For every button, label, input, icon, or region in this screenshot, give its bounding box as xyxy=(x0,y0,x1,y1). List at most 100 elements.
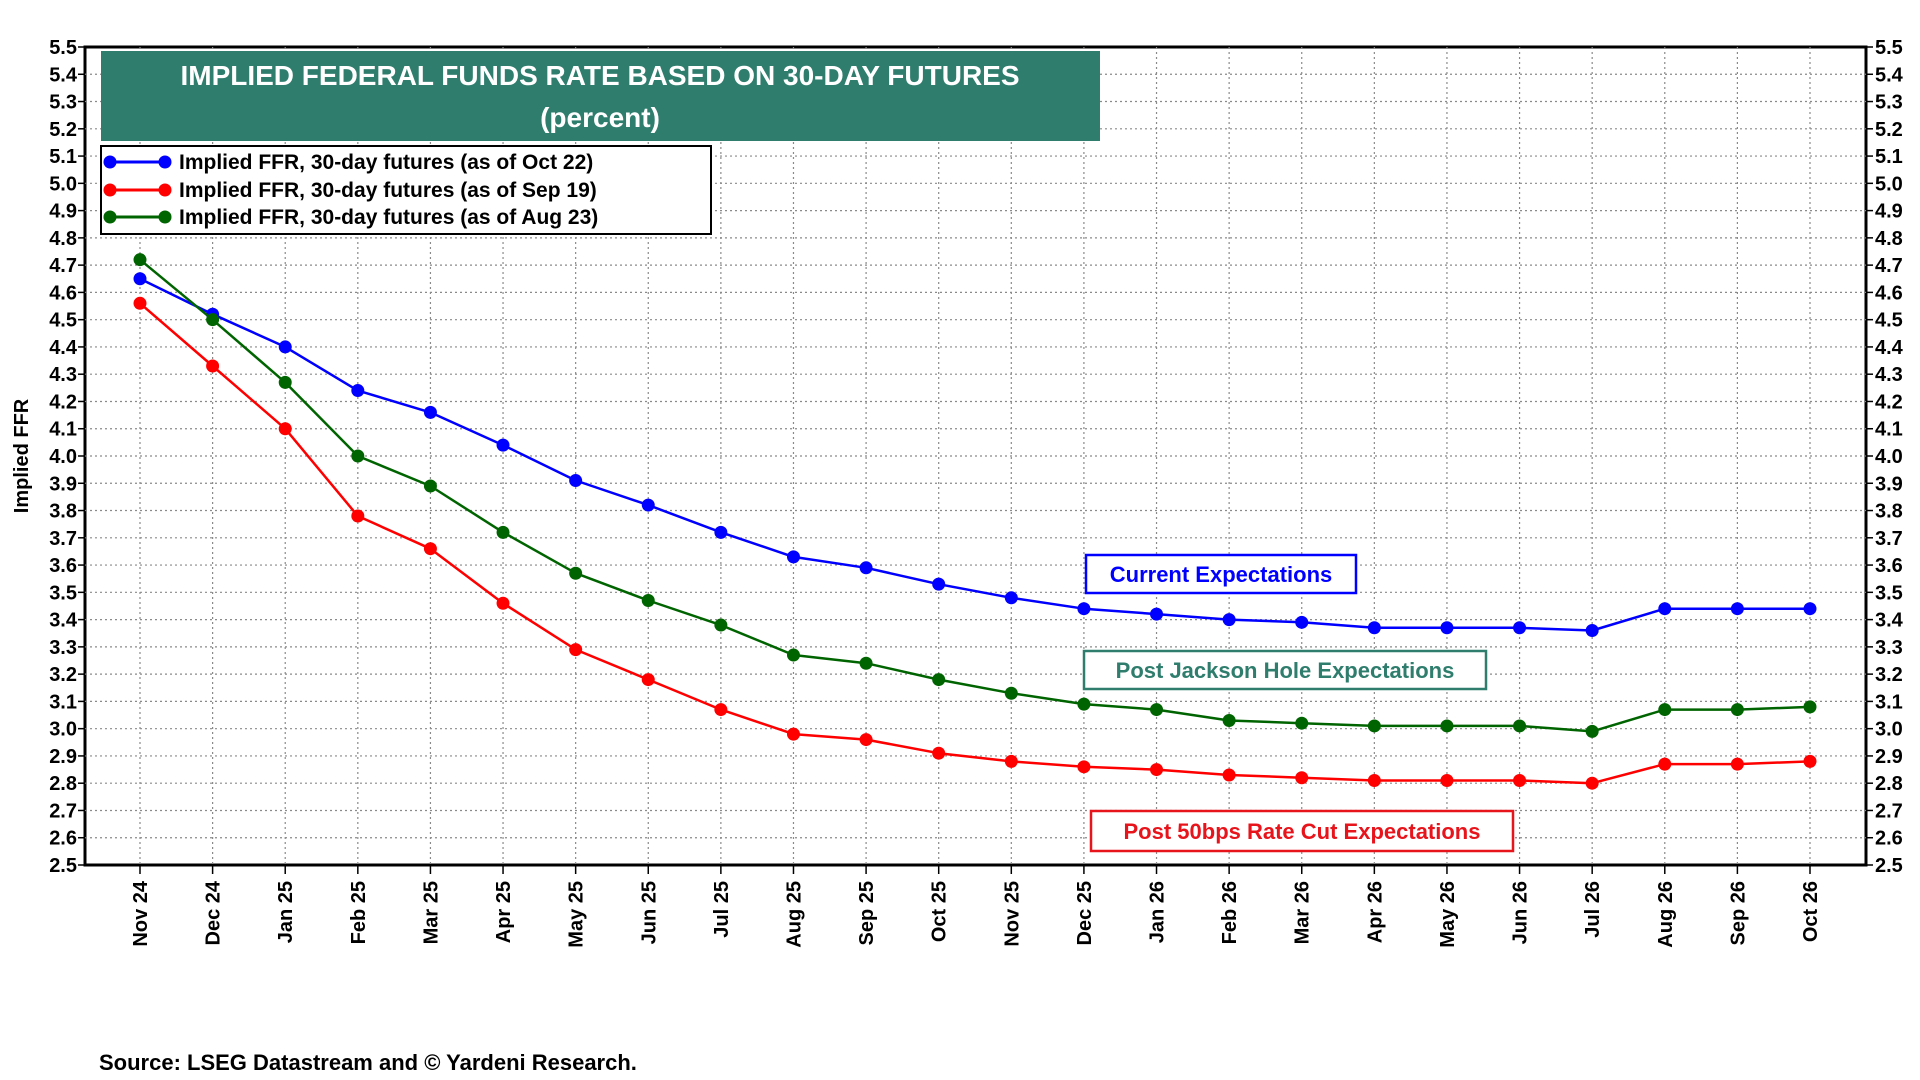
y-tick-label: 2.6 xyxy=(1875,828,1903,850)
annotation-current: Current Expectations xyxy=(1084,553,1358,595)
data-point xyxy=(1585,776,1599,790)
y-tick-label: 4.4 xyxy=(1875,337,1904,359)
y-tick-label: 5.1 xyxy=(1875,146,1903,168)
y-tick-label: 5.2 xyxy=(49,119,77,141)
x-tick-label: Apr 26 xyxy=(1364,881,1386,943)
y-tick-label: 4.9 xyxy=(49,201,77,223)
chart-title: IMPLIED FEDERAL FUNDS RATE BASED ON 30-D… xyxy=(180,60,1019,91)
data-point xyxy=(1077,697,1091,711)
data-point xyxy=(496,596,510,610)
x-tick-label: Jan 25 xyxy=(275,881,297,943)
x-tick-label: Oct 25 xyxy=(929,881,951,942)
data-point xyxy=(351,384,365,398)
data-point xyxy=(569,474,583,488)
data-point xyxy=(1295,716,1309,730)
y-tick-label: 4.2 xyxy=(49,391,77,413)
data-point xyxy=(1513,773,1527,787)
x-tick-label: Aug 26 xyxy=(1655,881,1677,948)
data-point xyxy=(206,359,220,373)
annotation-rate-cut-text: Post 50bps Rate Cut Expectations xyxy=(1124,819,1481,844)
data-point xyxy=(1440,621,1454,635)
data-point xyxy=(1150,763,1164,777)
data-point xyxy=(351,449,365,463)
y-tick-label: 3.5 xyxy=(49,582,77,604)
x-tick-label: Nov 24 xyxy=(130,880,152,946)
y-tick-label: 2.7 xyxy=(1875,800,1903,822)
data-point xyxy=(351,509,365,523)
data-point xyxy=(1367,773,1381,787)
data-point xyxy=(714,525,728,539)
data-point xyxy=(1658,602,1672,616)
data-point xyxy=(1513,719,1527,733)
data-point xyxy=(1295,771,1309,785)
y-tick-label: 4.9 xyxy=(1875,201,1903,223)
data-point xyxy=(1730,757,1744,771)
y-tick-label: 3.7 xyxy=(1875,528,1903,550)
data-point xyxy=(1730,703,1744,717)
data-point xyxy=(278,340,292,354)
data-point xyxy=(1585,624,1599,638)
series-line xyxy=(139,277,1810,632)
y-tick-label: 4.5 xyxy=(1875,310,1903,332)
data-point xyxy=(1150,607,1164,621)
x-axis: Nov 24 Dec 24 Jan 25 Feb 25 Mar 25 Apr 25 May … xyxy=(130,865,1822,948)
data-point xyxy=(932,577,946,591)
annotation-rate-cut: Post 50bps Rate Cut Expectations xyxy=(1089,809,1515,853)
series-line xyxy=(139,302,1811,785)
y-tick-label: 3.4 xyxy=(1875,610,1904,632)
legend-item: Implied FFR, 30-day futures (as of Oct 2… xyxy=(103,151,593,174)
y-tick-label: 4.8 xyxy=(49,228,77,250)
x-tick-label: Jan 26 xyxy=(1147,881,1169,943)
y-tick-label: 5.0 xyxy=(1875,173,1903,195)
x-tick-label: May 25 xyxy=(566,881,588,948)
legend-label: Implied FFR, 30-day futures (as of Aug 2… xyxy=(179,206,598,229)
x-tick-label: Jun 26 xyxy=(1510,881,1532,944)
y-tick-label: 3.1 xyxy=(49,691,77,713)
x-tick-label: Feb 25 xyxy=(348,881,370,944)
y-tick-label: 5.3 xyxy=(1875,92,1903,114)
x-tick-label: May 26 xyxy=(1437,881,1459,948)
legend-item: Implied FFR, 30-day futures (as of Sep 1… xyxy=(103,179,597,202)
y-tick-label: 4.7 xyxy=(49,255,77,277)
y-tick-label: 2.9 xyxy=(49,746,77,768)
y-axis-title: Implied FFR xyxy=(11,398,33,513)
data-point xyxy=(496,438,510,452)
y-tick-label: 3.8 xyxy=(1875,501,1903,523)
data-point xyxy=(133,296,147,310)
data-point xyxy=(786,550,800,564)
data-point xyxy=(133,272,147,286)
data-point xyxy=(859,733,873,747)
y-tick-label: 5.4 xyxy=(1875,64,1904,86)
data-point xyxy=(714,618,728,632)
data-point xyxy=(641,594,655,608)
annotation-jackson-hole-text: Post Jackson Hole Expectations xyxy=(1116,658,1455,683)
y-tick-label: 3.3 xyxy=(1875,637,1903,659)
data-point xyxy=(1222,768,1236,782)
y-tick-label: 3.9 xyxy=(49,473,77,495)
series-1 xyxy=(133,296,1817,790)
x-tick-label: Mar 25 xyxy=(420,881,442,944)
data-point xyxy=(206,313,220,327)
y-tick-label: 4.3 xyxy=(1875,364,1903,386)
annotation-current-text: Current Expectations xyxy=(1110,562,1333,587)
y-tick-label: 2.9 xyxy=(1875,746,1903,768)
data-point xyxy=(278,422,292,436)
x-tick-label: Dec 25 xyxy=(1074,881,1096,946)
data-point xyxy=(714,703,728,717)
y-tick-label: 4.5 xyxy=(49,310,77,332)
y-tick-label: 4.6 xyxy=(49,282,77,304)
y-tick-label: 3.2 xyxy=(1875,664,1903,686)
y-tick-label: 4.0 xyxy=(1875,446,1903,468)
data-point xyxy=(786,727,800,741)
data-point xyxy=(1730,602,1744,616)
data-point xyxy=(133,253,147,267)
series-line xyxy=(139,258,1811,733)
data-point xyxy=(1367,719,1381,733)
y-tick-label: 4.1 xyxy=(49,419,77,441)
data-point xyxy=(1585,724,1599,738)
data-point xyxy=(569,566,583,580)
data-point xyxy=(423,542,437,556)
annotation-jackson-hole: Post Jackson Hole Expectations xyxy=(1082,649,1488,691)
y-tick-label: 5.1 xyxy=(49,146,77,168)
legend-item: Implied FFR, 30-day futures (as of Aug 2… xyxy=(103,206,598,229)
